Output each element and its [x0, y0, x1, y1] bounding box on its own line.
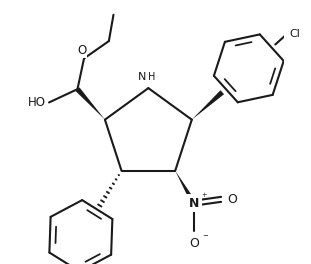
Text: O: O	[77, 44, 86, 57]
Text: $^-$: $^-$	[201, 233, 210, 243]
Text: N: N	[138, 72, 146, 82]
Text: Cl: Cl	[289, 29, 300, 39]
Polygon shape	[175, 171, 196, 205]
Polygon shape	[76, 87, 105, 120]
Polygon shape	[192, 90, 224, 120]
Text: O: O	[189, 237, 199, 250]
Text: HO: HO	[27, 96, 45, 109]
Text: N: N	[189, 197, 199, 210]
Text: $^+$: $^+$	[200, 192, 209, 202]
Text: O: O	[227, 193, 237, 206]
Text: H: H	[148, 72, 156, 82]
